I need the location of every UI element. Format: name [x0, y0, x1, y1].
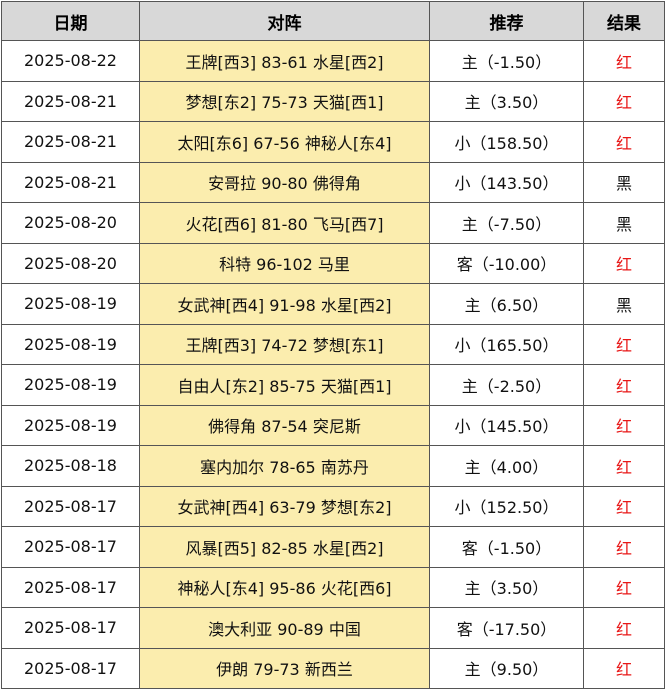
result-cell: 黑 — [583, 202, 665, 244]
match-cell: 伊朗 79-73 新西兰 — [139, 647, 430, 689]
table-body: 2025-08-22 王牌[西3] 83-61 水星[西2] 主（-1.50）红 20… — [1, 40, 665, 689]
result-cell: 红 — [583, 485, 665, 527]
date-cell: 2025-08-21 — [1, 80, 140, 122]
match-cell: 王牌[西3] 83-61 水星[西2] — [139, 40, 430, 82]
match-cell: 塞内加尔 78-65 南苏丹 — [139, 445, 430, 487]
match-cell: 安哥拉 90-80 佛得角 — [139, 161, 430, 203]
pick-cell: 主（-1.50） — [429, 40, 584, 82]
header-result: 结果 — [583, 1, 665, 41]
date-cell: 2025-08-18 — [1, 445, 140, 487]
pick-cell: 客（-1.50） — [429, 526, 584, 568]
header-match: 对阵 — [139, 1, 430, 41]
result-cell: 黑 — [583, 161, 665, 203]
match-cell: 澳大利亚 90-89 中国 — [139, 607, 430, 649]
date-cell: 2025-08-21 — [1, 121, 140, 163]
pick-cell: 主（-2.50） — [429, 364, 584, 406]
match-cell: 佛得角 87-54 突尼斯 — [139, 404, 430, 446]
match-cell: 神秘人[东4] 95-86 火花[西6] — [139, 566, 430, 608]
table-row: 2025-08-21 太阳[东6] 67-56 神秘人[东4] 小（158.50）红 — [1, 121, 665, 163]
date-cell: 2025-08-17 — [1, 485, 140, 527]
result-cell: 黑 — [583, 283, 665, 325]
table-row: 2025-08-17 女武神[西4] 63-79 梦想[东2] 小（152.50）红 — [1, 485, 665, 527]
date-cell: 2025-08-20 — [1, 242, 140, 284]
table-row: 2025-08-21 安哥拉 90-80 佛得角 小（143.50）黑 — [1, 161, 665, 203]
table-row: 2025-08-18 塞内加尔 78-65 南苏丹 主（4.00）红 — [1, 445, 665, 487]
date-cell: 2025-08-22 — [1, 40, 140, 82]
pick-cell: 主（4.00） — [429, 445, 584, 487]
date-cell: 2025-08-20 — [1, 202, 140, 244]
pick-cell: 小（143.50） — [429, 161, 584, 203]
match-cell: 科特 96-102 马里 — [139, 242, 430, 284]
table-row: 2025-08-17 伊朗 79-73 新西兰 主（9.50）红 — [1, 647, 665, 689]
pick-cell: 主（3.50） — [429, 80, 584, 122]
date-cell: 2025-08-17 — [1, 607, 140, 649]
date-cell: 2025-08-19 — [1, 323, 140, 365]
table-row: 2025-08-17 风暴[西5] 82-85 水星[西2] 客（-1.50）红 — [1, 526, 665, 568]
result-cell: 红 — [583, 566, 665, 608]
table-row: 2025-08-20 火花[西6] 81-80 飞马[西7] 主（-7.50）黑 — [1, 202, 665, 244]
pick-cell: 小（158.50） — [429, 121, 584, 163]
result-cell: 红 — [583, 242, 665, 284]
header-pick: 推荐 — [429, 1, 584, 41]
result-cell: 红 — [583, 526, 665, 568]
match-cell: 自由人[东2] 85-75 天猫[西1] — [139, 364, 430, 406]
date-cell: 2025-08-21 — [1, 161, 140, 203]
result-cell: 红 — [583, 40, 665, 82]
match-cell: 风暴[西5] 82-85 水星[西2] — [139, 526, 430, 568]
table-row: 2025-08-21 梦想[东2] 75-73 天猫[西1] 主（3.50）红 — [1, 80, 665, 122]
header-row: 日期 对阵 推荐 结果 — [1, 1, 665, 41]
table-row: 2025-08-20 科特 96-102 马里 客（-10.00）红 — [1, 242, 665, 284]
result-cell: 红 — [583, 364, 665, 406]
result-cell: 红 — [583, 80, 665, 122]
match-cell: 女武神[西4] 91-98 水星[西2] — [139, 283, 430, 325]
date-cell: 2025-08-17 — [1, 647, 140, 689]
result-cell: 红 — [583, 323, 665, 365]
table-row: 2025-08-19 女武神[西4] 91-98 水星[西2] 主（6.50）黑 — [1, 283, 665, 325]
pick-cell: 客（-17.50） — [429, 607, 584, 649]
date-cell: 2025-08-17 — [1, 566, 140, 608]
table-row: 2025-08-19 王牌[西3] 74-72 梦想[东1] 小（165.50）红 — [1, 323, 665, 365]
table-row: 2025-08-17 澳大利亚 90-89 中国 客（-17.50）红 — [1, 607, 665, 649]
match-cell: 女武神[西4] 63-79 梦想[东2] — [139, 485, 430, 527]
pick-cell: 主（6.50） — [429, 283, 584, 325]
date-cell: 2025-08-19 — [1, 404, 140, 446]
match-cell: 梦想[东2] 75-73 天猫[西1] — [139, 80, 430, 122]
pick-cell: 主（-7.50） — [429, 202, 584, 244]
result-cell: 红 — [583, 121, 665, 163]
match-cell: 王牌[西3] 74-72 梦想[东1] — [139, 323, 430, 365]
match-cell: 太阳[东6] 67-56 神秘人[东4] — [139, 121, 430, 163]
date-cell: 2025-08-19 — [1, 364, 140, 406]
pick-cell: 小（145.50） — [429, 404, 584, 446]
result-cell: 红 — [583, 607, 665, 649]
date-cell: 2025-08-17 — [1, 526, 140, 568]
match-cell: 火花[西6] 81-80 飞马[西7] — [139, 202, 430, 244]
date-cell: 2025-08-19 — [1, 283, 140, 325]
table-row: 2025-08-19 自由人[东2] 85-75 天猫[西1] 主（-2.50）红 — [1, 364, 665, 406]
result-cell: 红 — [583, 445, 665, 487]
pick-cell: 小（152.50） — [429, 485, 584, 527]
pick-cell: 客（-10.00） — [429, 242, 584, 284]
table-row: 2025-08-22 王牌[西3] 83-61 水星[西2] 主（-1.50）红 — [1, 40, 665, 82]
header-date: 日期 — [1, 1, 140, 41]
pick-cell: 主（3.50） — [429, 566, 584, 608]
result-cell: 红 — [583, 647, 665, 689]
pick-cell: 主（9.50） — [429, 647, 584, 689]
table-row: 2025-08-17 神秘人[东4] 95-86 火花[西6] 主（3.50）红 — [1, 566, 665, 608]
table-row: 2025-08-19 佛得角 87-54 突尼斯 小（145.50）红 — [1, 404, 665, 446]
result-cell: 红 — [583, 404, 665, 446]
pick-cell: 小（165.50） — [429, 323, 584, 365]
